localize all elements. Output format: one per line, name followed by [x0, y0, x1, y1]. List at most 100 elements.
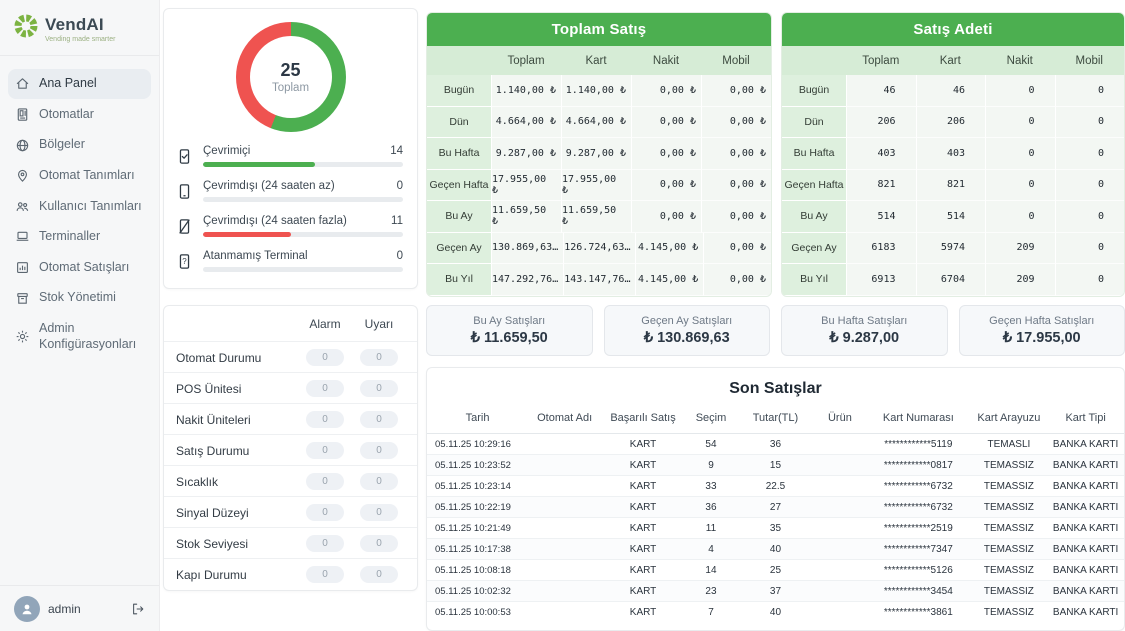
sidebar-item-admin-konfigurasyonlari[interactable]: Admin Konfigürasyonları: [8, 314, 151, 359]
status-row: Çevrimdışı (24 saaten fazla) 11: [176, 215, 403, 237]
recent-sales-cell: 22.5: [737, 475, 814, 497]
uyari-column-header: Uyarı: [364, 317, 394, 331]
summary-card-bu-ay: Bu Ay Satışları ₺ 11.659,50: [426, 305, 593, 356]
recent-sales-cell: 05.11.25 10:23:14: [427, 475, 529, 497]
summary-cards: Bu Ay Satışları ₺ 11.659,50 Geçen Ay Satış…: [426, 305, 1125, 356]
recent-column-header: Kart Numarası: [866, 405, 971, 434]
uyari-count-badge: 0: [360, 566, 398, 583]
table-cell: 0,00 ₺: [701, 75, 771, 107]
recent-sales-card: Son Satışlar Tarih Otomat Adı Başarılı Sat…: [426, 367, 1125, 631]
alarm-row-satis-durumu: Satış Durumu 0 0: [164, 434, 417, 465]
summary-card-label: Geçen Ay Satışları: [641, 315, 733, 327]
machine-icon: [15, 107, 30, 122]
alarm-row-label: Satış Durumu: [176, 443, 250, 458]
alarm-count-badge: 0: [306, 473, 344, 490]
table-cell: 821: [915, 169, 985, 201]
username: admin: [48, 601, 81, 616]
table-cell: 0: [1054, 106, 1124, 138]
sidebar-item-label: Otomat Satışları: [39, 259, 130, 274]
row-label: Dün: [782, 106, 846, 138]
row-label: Geçen Ay: [782, 232, 846, 264]
table-cell: 4.145,00 ₺: [635, 232, 704, 264]
logout-icon[interactable]: [131, 602, 145, 616]
recent-sales-cell: BANKA KARTI: [1047, 433, 1124, 455]
alarm-column-header: Alarm: [309, 317, 341, 331]
table-row: Bu Yıl 6913 6704 209 0: [782, 264, 1124, 296]
recent-sales-cell: 33: [684, 475, 738, 497]
alarm-row-label: Kapı Durumu: [176, 567, 247, 582]
recent-sales-cell: [528, 538, 602, 560]
donut-total: 25: [280, 60, 301, 80]
sidebar-item-label: Admin Konfigürasyonları: [39, 321, 137, 351]
table-cell: 126.724,63…: [563, 232, 636, 264]
recent-column-header: Başarılı Satış: [601, 405, 685, 434]
table-cell: 1.140,00 ₺: [491, 75, 561, 107]
recent-sales-cell: [528, 454, 602, 476]
sidebar-item-otomatlar[interactable]: Otomatlar: [8, 100, 151, 130]
alarm-count-badge: 0: [306, 411, 344, 428]
alarm-row-label: Otomat Durumu: [176, 350, 262, 365]
summary-card-label: Bu Hafta Satışları: [821, 315, 908, 327]
column-header: Nakit: [1006, 54, 1033, 67]
alarm-row-pos-unitesi: POS Ünitesi 0 0: [164, 372, 417, 403]
table-cell: 9.287,00 ₺: [491, 138, 561, 170]
table-header-row: Toplam Kart Nakit Mobil: [782, 46, 1124, 75]
table-cell: 514: [915, 201, 985, 233]
sidebar-item-label: Stok Yönetimi: [39, 290, 116, 305]
table-cell: 0,00 ₺: [703, 264, 771, 296]
recent-sales-cell: [528, 517, 602, 539]
recent-sales-row: 05.11.25 10:23:52 KART 9 15 ************0817…: [427, 454, 1124, 476]
row-label: Bu Ay: [427, 201, 491, 233]
alarm-row-sicaklik: Sıcaklık 0 0: [164, 465, 417, 496]
table-row: Bu Hafta 9.287,00 ₺ 9.287,00 ₺ 0,00 ₺ 0,00 ₺: [427, 138, 771, 170]
sidebar-item-ana-panel[interactable]: Ana Panel: [8, 69, 151, 99]
recent-sales-cell: KART: [601, 433, 685, 455]
main-content: 25 Toplam Çevrimiçi 14 Çevrimdışı (24 saat…: [160, 0, 1125, 631]
alarm-row-nakit-uniteleri: Nakit Üniteleri 0 0: [164, 403, 417, 434]
recent-sales-cell: 05.11.25 10:17:38: [427, 538, 529, 560]
alarm-row-label: POS Ünitesi: [176, 381, 242, 396]
recent-sales-cell: 54: [684, 433, 738, 455]
recent-sales-cell: 05.11.25 10:00:53: [427, 601, 529, 622]
sidebar-item-bolgeler[interactable]: Bölgeler: [8, 130, 151, 160]
uyari-count-badge: 0: [360, 473, 398, 490]
summary-card-gecen-ay: Geçen Ay Satışları ₺ 130.869,63: [603, 305, 770, 356]
recent-sales-row: 05.11.25 10:00:53 KART 7 40 ************3861…: [427, 601, 1124, 622]
recent-sales-cell: ************2519: [866, 517, 971, 539]
toplam-satis-table: Toplam Satış Toplam Kart Nakit Mobil Bugün 1.1…: [426, 12, 772, 297]
recent-sales-cell: ************6732: [866, 496, 971, 518]
recent-sales-cell: TEMASSIZ: [970, 559, 1048, 581]
recent-sales-cell: TEMASSIZ: [970, 538, 1048, 560]
status-label: Çevrimdışı (24 saaten fazla): [203, 215, 347, 227]
recent-sales-row: 05.11.25 10:23:14 KART 33 22.5 ************6…: [427, 475, 1124, 497]
sidebar-item-kullanici-tanimlari[interactable]: Kullanıcı Tanımları: [8, 192, 151, 222]
sidebar-item-stok-yonetimi[interactable]: Stok Yönetimi: [8, 283, 151, 313]
row-label: Dün: [427, 106, 491, 138]
recent-sales-cell: KART: [601, 538, 685, 560]
alarm-row-sinyal-duzeyi: Sinyal Düzeyi 0 0: [164, 496, 417, 527]
row-label: Bu Yıl: [782, 264, 846, 296]
sidebar-item-otomat-satislari[interactable]: Otomat Satışları: [8, 253, 151, 283]
alarm-row-stok-seviyesi: Stok Seviyesi 0 0: [164, 527, 417, 558]
status-value: 0: [396, 250, 403, 262]
row-label: Bugün: [782, 75, 846, 107]
column-header: Mobil: [1075, 54, 1103, 67]
status-value: 11: [391, 215, 403, 227]
row-label: Bu Hafta: [427, 138, 491, 170]
row-label: Geçen Hafta: [427, 169, 491, 201]
table-cell: 4.664,00 ₺: [561, 106, 631, 138]
recent-sales-cell: 05.11.25 10:22:19: [427, 496, 529, 518]
recent-sales-cell: ************7347: [866, 538, 971, 560]
sidebar-item-terminaller[interactable]: Terminaller: [8, 222, 151, 252]
sidebar-item-otomat-tanimlari[interactable]: Otomat Tanımları: [8, 161, 151, 191]
recent-sales-cell: [813, 559, 867, 581]
recent-sales-cell: KART: [601, 517, 685, 539]
alarm-row-label: Stok Seviyesi: [176, 536, 249, 551]
recent-sales-cell: 36: [737, 433, 814, 455]
row-label: Geçen Hafta: [782, 169, 846, 201]
recent-sales-cell: 7: [684, 601, 738, 622]
column-header: Kart: [939, 54, 961, 67]
recent-sales-row: 05.11.25 10:29:16 KART 54 36 ************511…: [427, 433, 1124, 455]
recent-sales-cell: TEMASSIZ: [970, 496, 1048, 518]
